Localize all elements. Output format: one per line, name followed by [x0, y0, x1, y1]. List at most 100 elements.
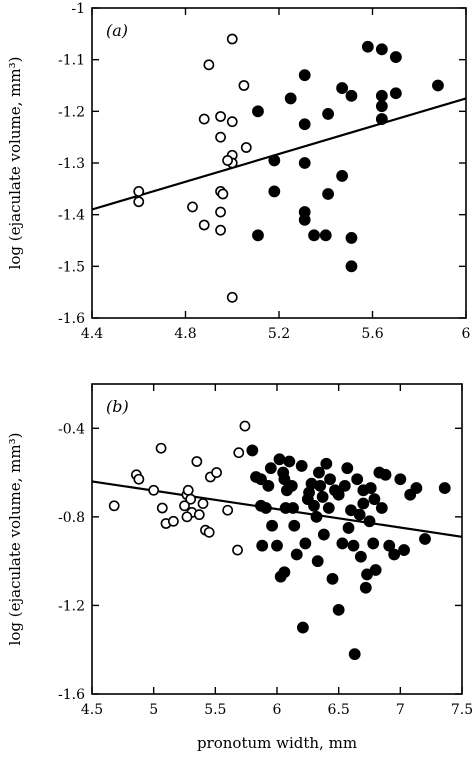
filled-point	[298, 69, 311, 82]
filled-point	[268, 185, 281, 198]
open-point	[239, 420, 251, 432]
filled-point	[375, 89, 388, 102]
filled-point	[410, 482, 423, 494]
open-point	[240, 142, 252, 153]
panel-label: (b)	[106, 397, 129, 416]
filled-point	[322, 188, 334, 200]
y-tick-label: -1.2	[58, 598, 85, 614]
open-point	[217, 188, 229, 200]
open-point	[198, 219, 210, 231]
filled-point	[317, 528, 330, 541]
filled-point	[345, 232, 358, 244]
filled-point	[351, 473, 364, 486]
filled-point	[338, 479, 351, 492]
open-point	[238, 80, 250, 91]
y-tick-label: -1.6	[58, 311, 85, 327]
panel-label: (a)	[106, 21, 128, 40]
x-tick-label: 6.5	[328, 702, 350, 718]
filled-point	[266, 519, 278, 532]
y-tick-label: -1.2	[58, 104, 85, 120]
filled-point	[432, 79, 444, 92]
filled-point	[383, 539, 396, 552]
open-point	[203, 526, 215, 538]
open-point	[187, 201, 198, 213]
y-tick-label: -1.5	[58, 259, 85, 275]
filled-point	[268, 154, 281, 167]
filled-point	[326, 572, 339, 585]
filled-point	[298, 118, 311, 131]
y-tick-label: -1.4	[58, 208, 85, 224]
filled-point	[322, 502, 335, 514]
filled-point	[336, 537, 349, 550]
filled-point	[278, 473, 291, 486]
x-tick-label: 5.2	[268, 326, 290, 342]
y-tick-label: -0.4	[58, 421, 85, 437]
open-point	[191, 456, 203, 467]
y-tick-label: -1.6	[58, 687, 85, 703]
y-tick-label: -1	[71, 1, 85, 17]
filled-point	[332, 488, 345, 501]
open-point	[133, 473, 145, 485]
filled-point	[283, 455, 296, 468]
plot-frame	[91, 383, 463, 695]
regression-line	[91, 97, 467, 211]
open-point	[155, 442, 167, 454]
filled-point	[389, 51, 402, 63]
open-point	[232, 544, 243, 556]
x-tick-label: 6	[273, 702, 282, 718]
open-point	[133, 186, 145, 197]
filled-point	[298, 157, 311, 169]
filled-point	[375, 100, 388, 113]
filled-point	[345, 260, 358, 273]
filled-point	[284, 92, 297, 105]
x-tick-label: 6	[462, 326, 471, 342]
filled-point	[336, 170, 349, 182]
x-tick-label: 7.5	[451, 702, 473, 718]
open-point	[203, 59, 215, 71]
y-axis-label: log (ejaculate volume, mm³)	[6, 433, 24, 646]
filled-point	[288, 519, 301, 532]
open-point	[179, 500, 190, 512]
filled-point	[347, 539, 360, 552]
filled-point	[313, 466, 325, 479]
filled-point	[310, 510, 323, 523]
open-point	[197, 498, 209, 509]
open-point	[226, 291, 238, 303]
filled-point	[290, 548, 303, 561]
filled-point	[262, 479, 275, 492]
filled-point	[388, 548, 401, 561]
filled-point	[354, 550, 367, 563]
filled-point	[345, 89, 358, 102]
filled-point	[295, 460, 308, 472]
open-point	[215, 206, 226, 218]
filled-point	[311, 555, 324, 568]
filled-point	[273, 453, 286, 466]
open-point	[215, 131, 226, 143]
filled-point	[308, 229, 320, 242]
filled-point	[252, 229, 264, 242]
open-point	[133, 196, 145, 208]
x-tick-label: 5	[149, 702, 158, 718]
chart-panel-a: 4.4 4.8 5.2 5.6 6 -1.6 -1.5 -1.4 -1.3 -1.2 -1.1 -1 l…	[6, 1, 471, 342]
y-axis-label: log (ejaculate volume, mm³)	[6, 57, 24, 270]
open-point	[108, 500, 120, 512]
filled-point	[398, 544, 410, 556]
x-tick-label: 7	[396, 702, 405, 718]
filled-point	[308, 499, 320, 512]
open-point	[148, 484, 160, 496]
open-point	[193, 509, 205, 521]
x-tick-label: 4.4	[81, 326, 103, 342]
chart-panel-b: 4.5 5 5.5 6 6.5 7 7.5 -1.6 -1.2 -0.8 -0.4 log (ejac…	[6, 383, 473, 752]
x-axis-label: pronotum width, mm	[197, 734, 357, 752]
filled-point	[322, 108, 334, 120]
filled-point	[320, 457, 333, 470]
filled-point	[368, 493, 381, 506]
filled-point	[316, 491, 329, 503]
open-point	[215, 111, 226, 122]
open-point	[182, 484, 194, 496]
open-point	[215, 224, 226, 236]
open-point	[167, 515, 179, 527]
filled-point	[353, 508, 366, 521]
filled-point	[361, 40, 374, 53]
